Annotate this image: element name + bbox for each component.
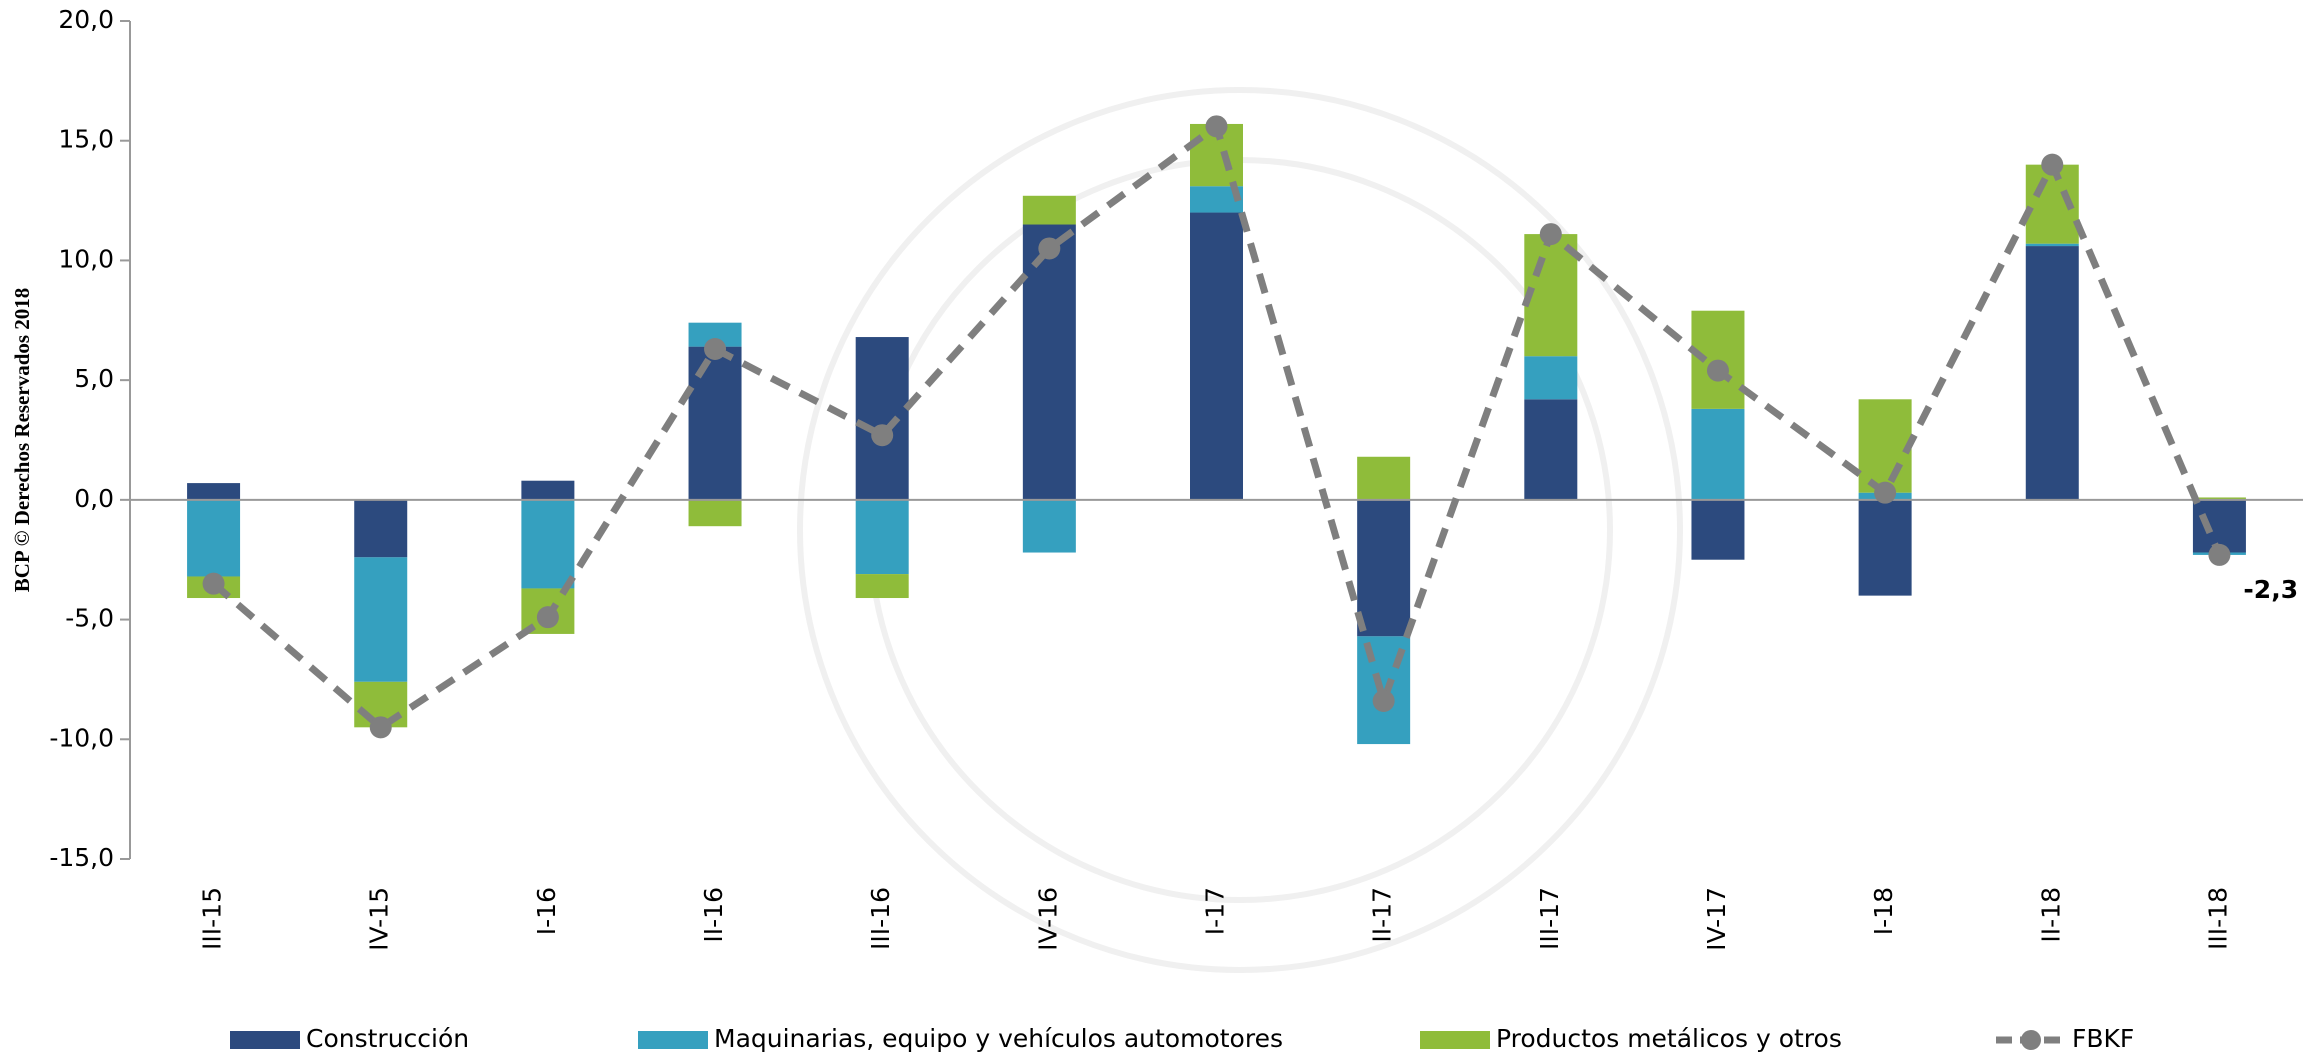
line-marker	[2208, 543, 2231, 566]
line-marker	[1205, 115, 1228, 138]
legend-label: FBKF	[2072, 1024, 2134, 1053]
legend-swatch	[638, 1031, 708, 1049]
side-text: BCP © Derechos Reservados 2018	[10, 288, 34, 593]
y-tick-label: 15,0	[58, 125, 114, 154]
line-marker	[704, 338, 727, 361]
bar	[1691, 499, 1745, 560]
x-tick-label: III-18	[2203, 887, 2232, 950]
legend-swatch	[230, 1031, 300, 1049]
x-tick-label: III-16	[866, 887, 895, 950]
bar	[1022, 499, 1076, 553]
x-tick-label: IV-17	[1702, 887, 1731, 951]
x-tick-label: II-16	[699, 887, 728, 943]
y-tick-label: -5,0	[65, 604, 114, 633]
line-marker	[536, 606, 559, 629]
bar	[1022, 224, 1076, 500]
line-marker	[2041, 153, 2064, 176]
line-marker	[202, 572, 225, 595]
y-tick-label: 5,0	[74, 364, 114, 393]
bar	[1524, 356, 1578, 400]
legend-label: Construcción	[306, 1024, 469, 1053]
line-marker	[369, 716, 392, 739]
line-marker	[1874, 481, 1897, 504]
legend-label: Productos metálicos y otros	[1496, 1024, 1842, 1053]
legend-swatch	[1420, 1031, 1490, 1049]
bar	[688, 322, 742, 347]
bar	[354, 557, 408, 682]
bar	[521, 480, 575, 500]
line-marker	[1539, 223, 1562, 246]
bar	[2192, 499, 2246, 553]
bar	[688, 499, 742, 527]
bar	[1357, 499, 1411, 637]
bar	[1691, 408, 1745, 500]
bar	[521, 499, 575, 589]
bar	[855, 337, 909, 500]
y-tick-label: -10,0	[49, 723, 114, 752]
bar	[1858, 499, 1912, 596]
x-tick-label: I-18	[1869, 887, 1898, 935]
bar	[2025, 243, 2079, 247]
x-tick-label: III-15	[198, 887, 227, 950]
bar	[855, 499, 909, 575]
bar	[187, 483, 241, 500]
bar	[1524, 399, 1578, 500]
bar	[2025, 246, 2079, 500]
x-tick-label: I-17	[1201, 887, 1230, 935]
x-tick-label: II-18	[2036, 887, 2065, 943]
bar	[2192, 497, 2246, 500]
bar	[354, 499, 408, 558]
bar	[1858, 399, 1912, 493]
line-marker	[1038, 237, 1061, 260]
x-tick-label: II-17	[1368, 887, 1397, 943]
y-tick-label: 10,0	[58, 244, 114, 273]
bar	[1190, 212, 1243, 500]
bar	[187, 499, 241, 577]
y-tick-label: 0,0	[74, 484, 114, 513]
x-tick-label: I-16	[532, 887, 561, 935]
data-label: -2,3	[2243, 575, 2298, 604]
bar	[688, 346, 742, 500]
bar	[1357, 456, 1411, 500]
legend-label: Maquinarias, equipo y vehículos automoto…	[714, 1024, 1283, 1053]
x-tick-label: IV-16	[1033, 887, 1062, 951]
bar	[1022, 195, 1076, 225]
y-tick-label: 20,0	[58, 5, 114, 34]
y-tick-label: -15,0	[49, 843, 114, 872]
bar	[855, 574, 909, 599]
x-tick-label: IV-15	[365, 887, 394, 951]
line-marker	[871, 424, 894, 447]
line-marker	[1706, 359, 1729, 382]
line-marker	[1372, 689, 1395, 712]
legend-swatch	[2021, 1030, 2041, 1050]
bar	[1524, 234, 1578, 357]
x-tick-label: III-17	[1535, 887, 1564, 950]
